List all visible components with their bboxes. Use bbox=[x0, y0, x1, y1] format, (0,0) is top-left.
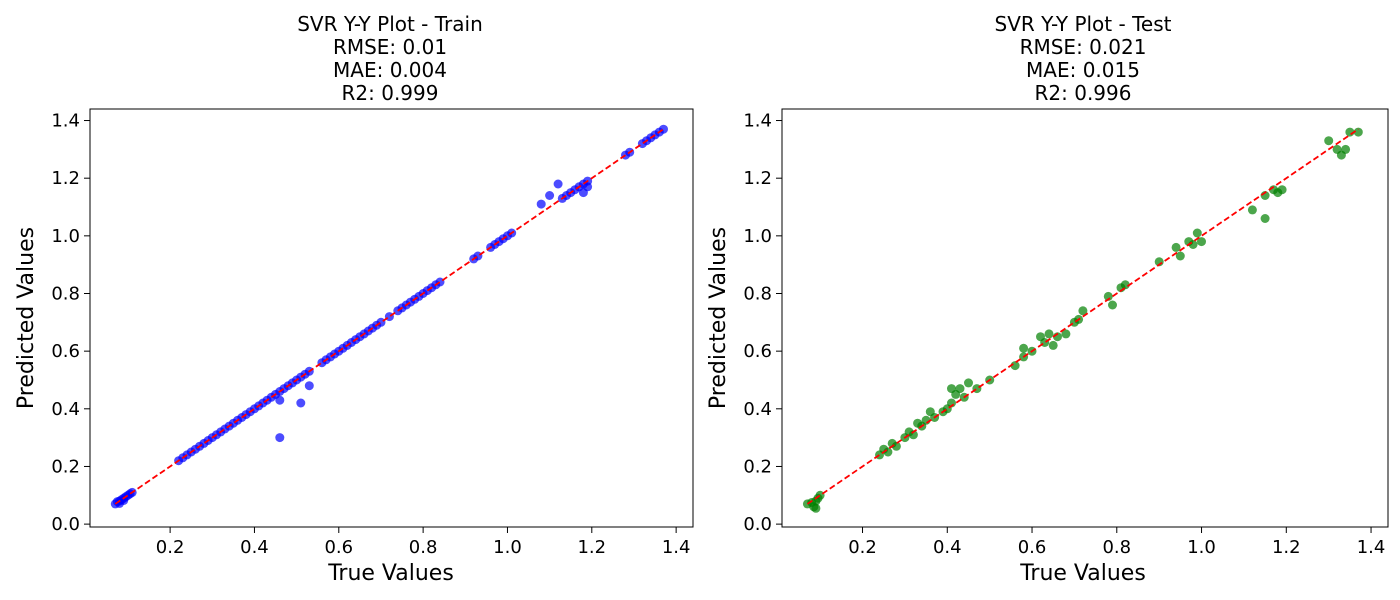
y-tick-label: 0.4 bbox=[743, 399, 772, 420]
data-point bbox=[1175, 251, 1185, 261]
x-axis-label: True Values bbox=[1019, 561, 1146, 586]
data-point bbox=[304, 381, 314, 391]
data-point bbox=[1247, 205, 1257, 215]
panel-test: SVR Y-Y Plot - Test RMSE: 0.021 MAE: 0.0… bbox=[706, 12, 1389, 586]
data-point bbox=[1324, 136, 1334, 146]
data-point bbox=[1120, 280, 1130, 290]
y-tick-label: 0.4 bbox=[51, 399, 80, 420]
x-tick-label: 1.2 bbox=[577, 537, 606, 558]
data-point bbox=[964, 378, 973, 388]
panel-train: SVR Y-Y Plot - Train RMSE: 0.01 MAE: 0.0… bbox=[14, 12, 694, 586]
x-tick-label: 0.8 bbox=[409, 537, 438, 558]
data-point bbox=[1341, 144, 1351, 154]
data-point bbox=[1171, 242, 1181, 252]
title-line: RMSE: 0.021 bbox=[1020, 35, 1147, 59]
title-line: SVR Y-Y Plot - Train bbox=[297, 12, 483, 36]
title-line: R2: 0.999 bbox=[342, 81, 439, 105]
x-tick-label: 0.6 bbox=[1018, 537, 1047, 558]
data-point bbox=[955, 384, 965, 394]
x-tick-label: 0.8 bbox=[1102, 537, 1131, 558]
data-point bbox=[1108, 300, 1117, 310]
data-point bbox=[296, 398, 306, 408]
x-tick-label: 1.2 bbox=[1272, 537, 1301, 558]
y-tick-label: 0.0 bbox=[51, 514, 80, 535]
y-tick-label: 0.8 bbox=[51, 283, 80, 304]
data-point bbox=[947, 384, 956, 394]
y-tick-label: 1.0 bbox=[51, 226, 80, 247]
x-tick-label: 0.2 bbox=[848, 537, 877, 558]
x-tick-label: 0.4 bbox=[240, 537, 269, 558]
data-point bbox=[1277, 185, 1287, 195]
x-tick-label: 1.0 bbox=[493, 537, 522, 558]
x-tick-label: 1.4 bbox=[662, 537, 691, 558]
y-tick-label: 0.6 bbox=[743, 341, 772, 362]
x-axis-label: True Values bbox=[327, 561, 454, 586]
data-point bbox=[1044, 329, 1054, 339]
y-tick-label: 0.6 bbox=[51, 341, 80, 362]
title-line: SVR Y-Y Plot - Test bbox=[995, 12, 1172, 36]
data-point bbox=[275, 395, 285, 405]
x-tick-label: 0.2 bbox=[156, 537, 185, 558]
data-point bbox=[813, 493, 823, 503]
plot-frame bbox=[781, 108, 1389, 528]
reference-line bbox=[114, 128, 664, 505]
data-point bbox=[578, 188, 588, 198]
plot-frame bbox=[89, 108, 694, 528]
x-tick-label: 1.4 bbox=[1357, 537, 1386, 558]
data-point bbox=[1061, 329, 1071, 339]
data-point bbox=[1078, 306, 1088, 316]
y-tick-label: 1.2 bbox=[51, 168, 80, 189]
y-tick-label: 0.8 bbox=[743, 283, 772, 304]
title-line: RMSE: 0.01 bbox=[333, 35, 447, 59]
data-point bbox=[1353, 127, 1363, 137]
y-tick-label: 1.0 bbox=[743, 226, 772, 247]
y-tick-label: 0.2 bbox=[51, 456, 80, 477]
y-tick-label: 1.4 bbox=[51, 111, 80, 132]
data-point bbox=[119, 496, 129, 505]
data-point bbox=[545, 191, 555, 200]
data-point bbox=[1103, 291, 1113, 301]
data-point bbox=[1197, 237, 1206, 247]
y-axis-label: Predicted Values bbox=[706, 227, 731, 409]
data-point bbox=[908, 430, 918, 440]
y-axis-label: Predicted Values bbox=[14, 227, 39, 409]
title-line: MAE: 0.015 bbox=[1026, 58, 1140, 82]
plot-area-test: 0.2 0.4 0.6 0.8 1.0 1.2 1.4 0.0 0.2 0.4 0.6 0.8 1.0 1… bbox=[743, 108, 1389, 558]
x-tick-label: 0.4 bbox=[933, 537, 962, 558]
data-point bbox=[1192, 228, 1202, 238]
data-point bbox=[811, 503, 821, 513]
data-point bbox=[275, 433, 285, 443]
title-line: R2: 0.996 bbox=[1035, 81, 1132, 105]
data-point bbox=[553, 179, 563, 189]
data-point bbox=[536, 199, 546, 209]
data-point bbox=[1048, 340, 1058, 350]
y-tick-label: 1.2 bbox=[743, 168, 772, 189]
y-tick-label: 0.2 bbox=[743, 456, 772, 477]
y-tick-label: 0.0 bbox=[743, 514, 772, 535]
data-point bbox=[891, 441, 901, 451]
data-point bbox=[1019, 343, 1029, 353]
title-line: MAE: 0.004 bbox=[333, 58, 447, 82]
x-tick-label: 0.6 bbox=[324, 537, 353, 558]
reference-line bbox=[806, 128, 1359, 505]
x-tick-label: 1.0 bbox=[1187, 537, 1216, 558]
plot-area-train: 0.2 0.4 0.6 0.8 1.0 1.2 1.4 0.0 0.2 0.4 0.6 0.8 1.0 1… bbox=[51, 108, 694, 558]
y-tick-label: 1.4 bbox=[743, 111, 772, 132]
data-point bbox=[1260, 214, 1270, 223]
